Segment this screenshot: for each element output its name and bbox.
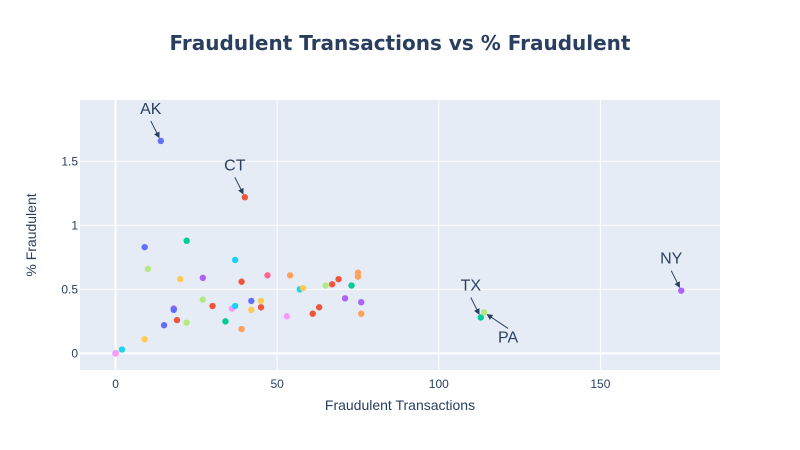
- data-point: [177, 275, 184, 283]
- data-point: [209, 302, 216, 310]
- data-point: [257, 297, 265, 305]
- x-tick-label: 150: [590, 377, 610, 391]
- data-point: [118, 346, 126, 353]
- data-point: [238, 325, 245, 333]
- x-tick-label: 100: [429, 377, 449, 391]
- annotation-label: CT: [224, 157, 246, 174]
- annotation-label: TX: [461, 278, 482, 295]
- y-tick-label: 1: [71, 218, 78, 232]
- data-point: [341, 295, 349, 302]
- data-point: [238, 278, 245, 285]
- data-point: [315, 304, 323, 311]
- annotation-arrow: [470, 297, 480, 315]
- data-points: [112, 137, 685, 357]
- grid-lines: [80, 100, 720, 370]
- data-point: [170, 306, 177, 314]
- tick-labels: 0 50 100 150 0 0.5 1 1.5: [61, 154, 610, 391]
- data-point: [199, 296, 207, 303]
- y-tick-label: 0.5: [61, 282, 78, 296]
- data-point: [183, 237, 190, 244]
- y-tick-label: 0: [71, 346, 78, 360]
- data-point: [248, 297, 255, 305]
- annotation-arrow: [150, 120, 160, 139]
- data-point: [231, 256, 239, 264]
- data-point: [248, 306, 255, 314]
- data-point: [199, 274, 207, 282]
- x-tick-label: 50: [270, 377, 284, 391]
- data-point: [480, 309, 488, 316]
- data-point: [322, 282, 329, 289]
- data-point: [358, 298, 365, 306]
- data-point: [222, 318, 229, 325]
- data-point: [358, 310, 365, 317]
- annotation-arrow: [486, 314, 509, 329]
- data-point: [283, 313, 291, 320]
- x-axis-title: Fraudulent Transactions: [325, 397, 475, 413]
- data-point: [231, 302, 239, 310]
- data-point: [157, 137, 165, 145]
- data-point: [173, 316, 181, 324]
- data-point: [309, 310, 316, 317]
- data-point: [286, 272, 294, 279]
- data-point: [141, 336, 148, 343]
- data-point: [328, 281, 336, 288]
- annotation-label: AK: [140, 101, 162, 118]
- plot-area: [80, 100, 720, 370]
- data-point: [141, 243, 148, 251]
- data-point: [264, 272, 271, 279]
- data-point: [354, 273, 362, 280]
- y-axis-title: % Fraudulent: [23, 193, 39, 276]
- data-point: [183, 319, 190, 326]
- annotation-label: PA: [498, 329, 518, 346]
- x-tick-label: 0: [112, 377, 119, 391]
- data-point: [348, 282, 355, 289]
- chart-title: Fraudulent Transactions vs % Fraudulent: [170, 31, 631, 55]
- y-tick-label: 1.5: [61, 154, 78, 168]
- data-point: [678, 287, 685, 294]
- data-point: [335, 275, 342, 283]
- annotation-label: NY: [660, 251, 683, 268]
- data-point: [144, 265, 152, 273]
- annotations: AK CT NY TX PA: [140, 101, 683, 346]
- annotation-arrow: [670, 270, 680, 288]
- annotation-arrow: [234, 177, 244, 195]
- data-point: [477, 314, 485, 321]
- data-point: [241, 194, 249, 201]
- data-point: [257, 304, 265, 311]
- data-point: [112, 350, 119, 357]
- data-point: [160, 322, 168, 329]
- data-point: [299, 284, 307, 292]
